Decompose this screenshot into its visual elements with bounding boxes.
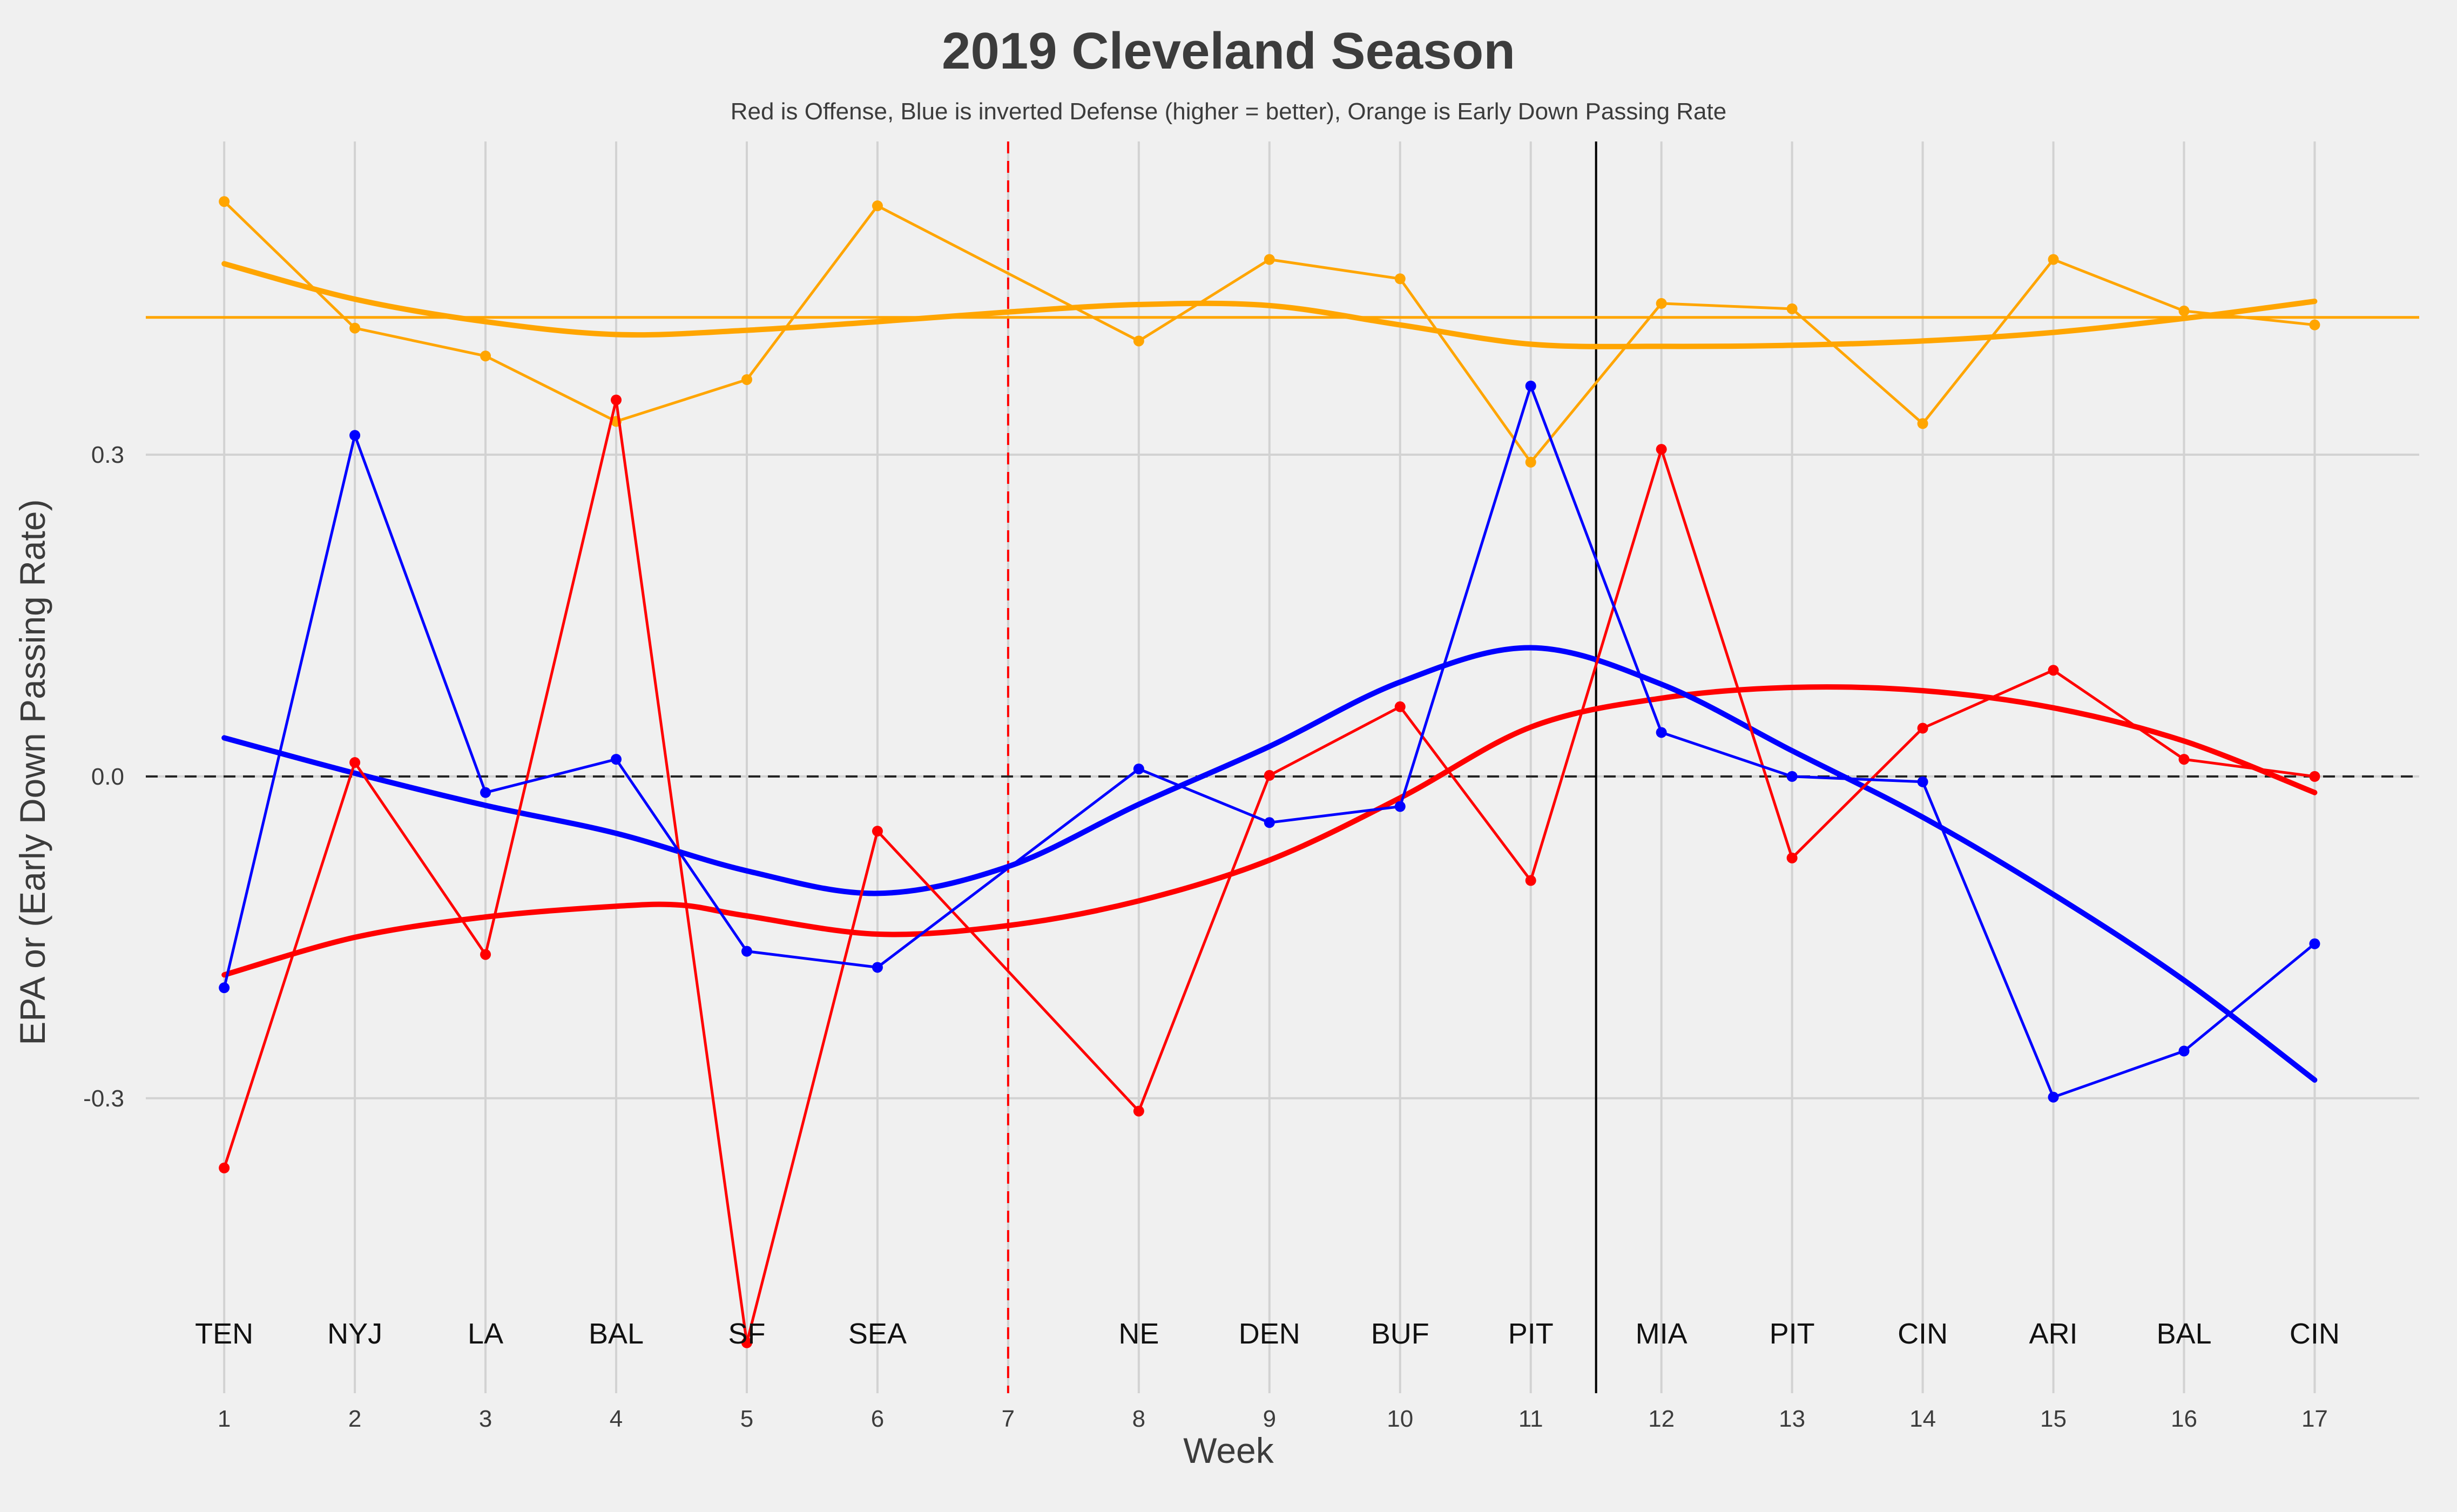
- offense-point: [2309, 771, 2320, 782]
- opponent-label: DEN: [1239, 1318, 1300, 1350]
- passing-rate-point: [1264, 254, 1275, 265]
- offense-smooth-line: [221, 684, 2318, 978]
- passing-rate-point: [1917, 418, 1928, 429]
- defense-point: [611, 754, 622, 765]
- opponent-label: ARI: [2029, 1318, 2078, 1350]
- x-tick-label: 10: [1387, 1406, 1413, 1432]
- defense-line: [222, 384, 2316, 1099]
- defense-point: [1656, 727, 1667, 738]
- offense-point: [1917, 723, 1928, 734]
- x-tick-label: 8: [1132, 1406, 1145, 1432]
- opponent-label: BAL: [2156, 1318, 2211, 1350]
- x-tick-label: 15: [2040, 1406, 2067, 1432]
- passing-rate-point: [2309, 319, 2320, 330]
- offense-point: [480, 949, 491, 960]
- offense-point: [1264, 770, 1275, 781]
- y-tick-label: 0.0: [91, 764, 124, 790]
- defense-point: [741, 946, 752, 957]
- passing-rate-line: [223, 200, 2315, 464]
- defense-point: [872, 962, 883, 973]
- x-tick-label: 12: [1648, 1406, 1675, 1432]
- offense-point: [1786, 852, 1798, 863]
- passing-rate-point: [349, 322, 361, 334]
- defense-point: [1917, 776, 1928, 787]
- opponent-label: PIT: [1508, 1318, 1554, 1350]
- opponent-label: SEA: [848, 1318, 907, 1350]
- offense-point: [611, 394, 622, 406]
- opponent-label: NYJ: [327, 1318, 382, 1350]
- passing-rate-point: [480, 350, 491, 362]
- x-axis-label: Week: [1183, 1430, 1274, 1470]
- passing-rate-point: [741, 374, 752, 385]
- passing-rate-point: [1133, 335, 1144, 347]
- passing-rate-point: [872, 200, 883, 212]
- defense-point: [349, 430, 361, 441]
- x-tick-label: 5: [740, 1406, 753, 1432]
- defense-smooth-line: [221, 645, 2318, 1083]
- x-tick-label: 4: [610, 1406, 623, 1432]
- offense-point: [1525, 875, 1536, 886]
- defense-point: [2178, 1045, 2190, 1057]
- opponent-label: BUF: [1371, 1318, 1429, 1350]
- x-tick-label: 13: [1779, 1406, 1805, 1432]
- x-tick-label: 17: [2301, 1406, 2328, 1432]
- defense-point: [480, 787, 491, 798]
- opponent-label: TEN: [195, 1318, 253, 1350]
- x-tick-label: 1: [218, 1406, 231, 1432]
- offense-point: [2178, 754, 2190, 765]
- chart-subtitle: Red is Offense, Blue is inverted Defense…: [730, 98, 1727, 125]
- passing-rate-point: [219, 196, 230, 207]
- defense-point: [219, 982, 230, 994]
- x-tick-label: 9: [1263, 1406, 1276, 1432]
- y-tick-label: -0.3: [83, 1085, 124, 1112]
- opponent-label: PIT: [1770, 1318, 1815, 1350]
- opponent-label: CIN: [1898, 1318, 1948, 1350]
- x-tick-label: 7: [1002, 1406, 1015, 1432]
- chart-title: 2019 Cleveland Season: [942, 22, 1515, 80]
- opponent-label: SF: [728, 1318, 765, 1350]
- x-tick-label: 16: [2171, 1406, 2197, 1432]
- passing-rate-point: [2048, 254, 2059, 265]
- x-tick-label: 14: [1909, 1406, 1936, 1432]
- passing-rate-point: [1656, 298, 1667, 309]
- defense-point: [1264, 817, 1275, 828]
- offense-point: [1656, 444, 1667, 455]
- passing-rate-point: [2178, 305, 2190, 316]
- passing-rate-point: [1786, 303, 1798, 314]
- x-tick-label: 11: [1518, 1406, 1543, 1432]
- passing-rate-point: [1394, 273, 1406, 285]
- offense-point: [741, 1337, 752, 1348]
- opponent-label: MIA: [1636, 1318, 1688, 1350]
- defense-point: [1394, 801, 1406, 812]
- offense-point: [1133, 1105, 1144, 1117]
- offense-point: [349, 757, 361, 768]
- opponent-label: LA: [468, 1318, 503, 1350]
- offense-point: [2048, 665, 2059, 676]
- defense-point: [1786, 771, 1798, 782]
- x-tick-label: 6: [871, 1406, 884, 1432]
- x-tick-label: 2: [348, 1406, 361, 1432]
- x-tick-label: 3: [479, 1406, 492, 1432]
- defense-point: [2048, 1091, 2059, 1103]
- offense-point: [1394, 701, 1406, 712]
- opponent-label: BAL: [589, 1318, 644, 1350]
- offense-point: [872, 826, 883, 837]
- y-tick-label: 0.3: [91, 442, 124, 468]
- defense-point: [1525, 380, 1536, 392]
- offense-point: [219, 1162, 230, 1173]
- opponent-label: CIN: [2290, 1318, 2340, 1350]
- defense-point: [2309, 938, 2320, 949]
- opponent-label: NE: [1118, 1318, 1159, 1350]
- passing-rate-point: [1525, 456, 1536, 468]
- defense-point: [1133, 763, 1144, 774]
- passing-rate-smooth-line: [221, 261, 2318, 349]
- offense-line: [222, 399, 2315, 1345]
